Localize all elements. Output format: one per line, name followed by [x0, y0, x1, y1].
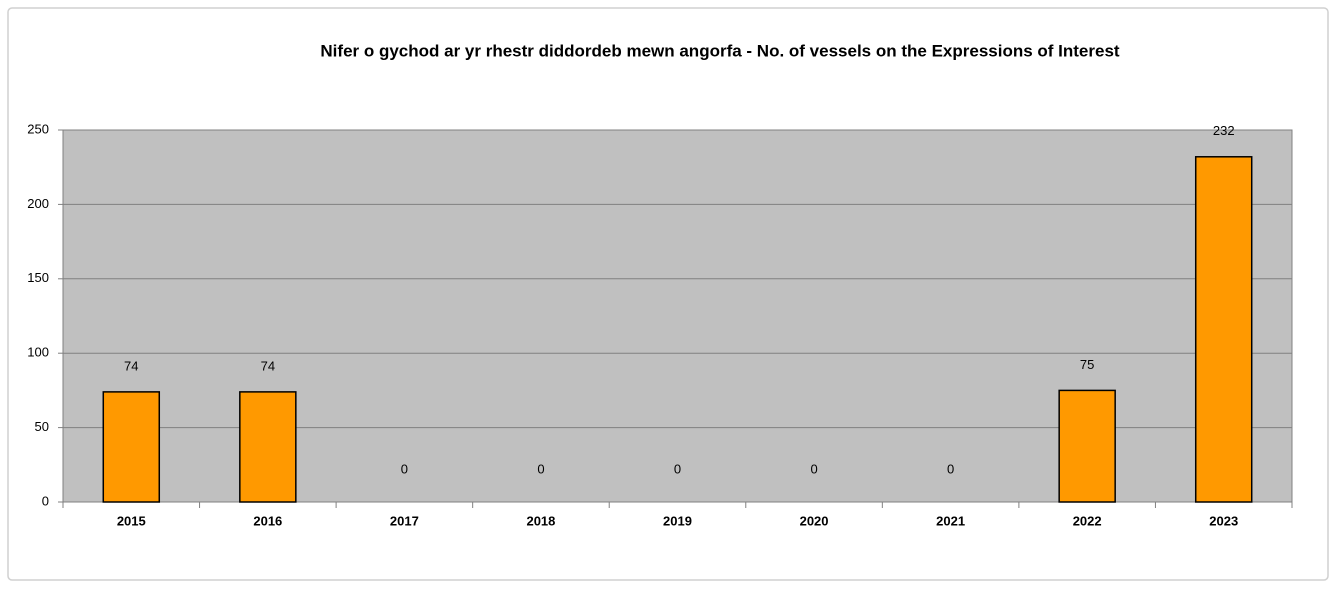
- bar: [239, 391, 297, 503]
- data-label: 0: [537, 461, 544, 476]
- data-label: 0: [674, 461, 681, 476]
- bar: [102, 391, 161, 503]
- bar: [1058, 389, 1116, 503]
- x-tick-label: 2019: [663, 513, 692, 528]
- data-label: 75: [1080, 357, 1094, 372]
- x-tick-label: 2023: [1209, 513, 1238, 528]
- x-tick-label: 2016: [253, 513, 282, 528]
- x-tick-label: 2015: [117, 513, 146, 528]
- data-label: 0: [401, 461, 408, 476]
- y-tick-label: 150: [27, 270, 49, 285]
- bar: [1194, 156, 1253, 503]
- y-tick-label: 100: [27, 345, 49, 360]
- data-label: 0: [947, 461, 954, 476]
- y-tick-label: 50: [35, 419, 49, 434]
- x-tick-label: 2022: [1073, 513, 1102, 528]
- x-tick-label: 2021: [936, 513, 965, 528]
- x-tick-label: 2017: [390, 513, 419, 528]
- x-tick-label: 2020: [800, 513, 829, 528]
- data-label: 0: [810, 461, 817, 476]
- chart-title: Nifer o gychod ar yr rhestr diddordeb me…: [320, 41, 1120, 60]
- y-tick-label: 0: [42, 493, 49, 508]
- data-label: 232: [1213, 123, 1235, 138]
- x-tick-label: 2018: [526, 513, 555, 528]
- y-tick-label: 250: [27, 121, 49, 136]
- data-label: 74: [261, 358, 275, 373]
- y-tick-label: 200: [27, 196, 49, 211]
- data-label: 74: [124, 358, 138, 373]
